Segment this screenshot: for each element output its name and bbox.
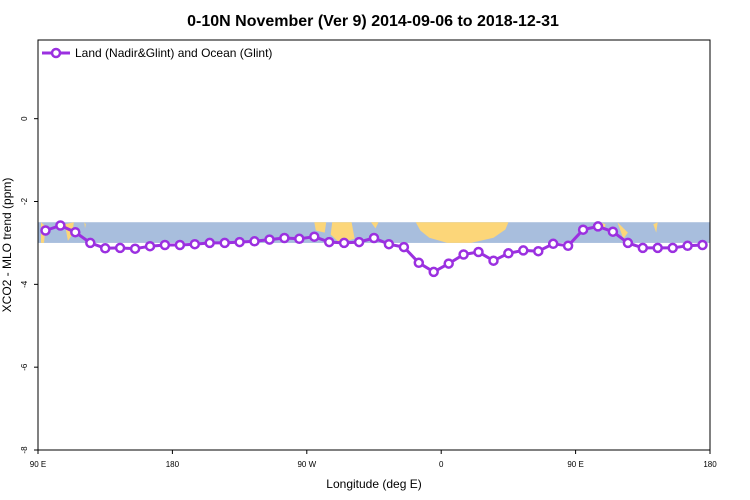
ocean-band xyxy=(38,222,710,243)
data-point xyxy=(428,266,439,278)
land-shape xyxy=(84,222,86,229)
data-point xyxy=(697,239,708,251)
data-point xyxy=(682,240,693,252)
land-shape xyxy=(64,222,74,241)
data-point xyxy=(174,239,186,251)
y-tick-label: -8 xyxy=(20,446,29,454)
data-point xyxy=(592,221,604,232)
data-point xyxy=(562,240,574,252)
legend-marker xyxy=(50,47,62,59)
data-point xyxy=(368,232,380,244)
data-point xyxy=(279,232,290,244)
data-point xyxy=(547,238,559,250)
data-point xyxy=(70,226,81,238)
data-point xyxy=(234,236,245,248)
plot-frame xyxy=(37,39,711,451)
land-shape xyxy=(330,222,355,243)
data-point xyxy=(577,224,589,235)
data-point xyxy=(518,245,529,256)
y-axis: 0 -2 -4 -6 -8 xyxy=(20,116,38,454)
data-point xyxy=(323,236,335,248)
data-point xyxy=(144,240,156,252)
data-point xyxy=(533,245,544,257)
data-point xyxy=(294,233,305,245)
y-tick-label: -2 xyxy=(20,197,29,205)
x-tick-label: 0 xyxy=(439,460,444,469)
data-point xyxy=(398,241,410,253)
land-shape xyxy=(371,222,379,229)
data-point xyxy=(114,242,126,254)
legend: Land (Nadir&Glint) and Ocean (Glint) xyxy=(42,46,272,60)
x-tick-label: 180 xyxy=(703,460,717,469)
legend-label: Land (Nadir&Glint) and Ocean (Glint) xyxy=(75,46,272,60)
data-point xyxy=(443,258,454,269)
data-point xyxy=(413,257,425,269)
chart-title: 0-10N November (Ver 9) 2014-09-06 to 201… xyxy=(187,13,559,30)
series-layer xyxy=(40,220,708,278)
data-point xyxy=(488,255,499,266)
data-point xyxy=(458,249,469,260)
data-point xyxy=(667,242,678,254)
data-point xyxy=(204,237,215,249)
x-tick-label: 180 xyxy=(166,460,180,469)
data-point xyxy=(637,242,649,254)
data-point xyxy=(309,231,320,242)
x-tick-label: 90 W xyxy=(297,460,316,469)
data-point xyxy=(55,220,66,231)
data-point xyxy=(383,238,395,250)
y-tick-label: -6 xyxy=(20,363,29,371)
land-shape xyxy=(415,222,509,243)
data-point xyxy=(159,239,171,251)
y-tick-label: -4 xyxy=(20,280,29,288)
data-point xyxy=(652,242,663,254)
x-tick-label: 90 E xyxy=(567,460,583,469)
data-point xyxy=(473,246,484,258)
data-point xyxy=(264,234,275,245)
data-point xyxy=(353,236,365,248)
data-point xyxy=(338,237,350,249)
data-point xyxy=(99,243,111,254)
data-point xyxy=(622,237,634,249)
data-point xyxy=(85,237,96,249)
land-shape xyxy=(314,222,327,233)
data-point xyxy=(607,226,619,237)
data-point xyxy=(189,238,201,250)
data-point xyxy=(249,236,260,247)
data-point xyxy=(503,248,514,259)
land-shape xyxy=(653,222,658,233)
y-axis-label: XCO2 - MLO trend (ppm) xyxy=(0,178,14,313)
land-shape xyxy=(617,222,628,239)
x-axis-label: Longitude (deg E) xyxy=(326,477,421,491)
y-tick-label: 0 xyxy=(20,116,29,121)
data-point xyxy=(40,225,51,236)
data-point xyxy=(219,237,230,249)
x-axis: 90 E 180 90 W 0 90 E 180 xyxy=(30,450,717,469)
data-point xyxy=(129,243,141,254)
x-tick-label: 90 E xyxy=(30,460,46,469)
